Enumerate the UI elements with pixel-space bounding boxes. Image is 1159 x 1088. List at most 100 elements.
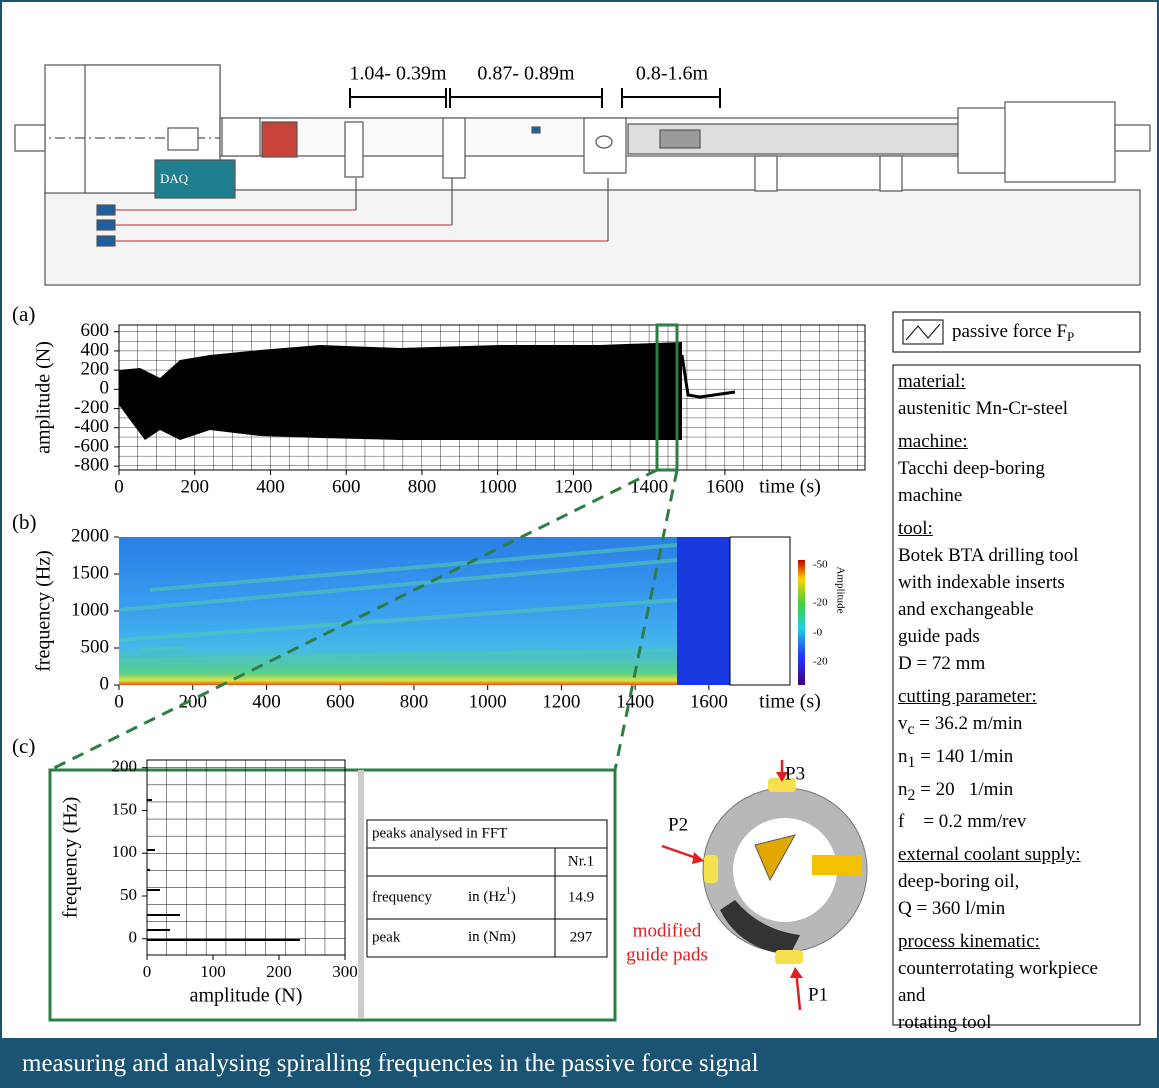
x-tick-label: 300 xyxy=(332,962,358,981)
x-axis-label: time (s) xyxy=(759,691,821,713)
y-tick-label: 2000 xyxy=(71,525,109,546)
x-tick-label: 1200 xyxy=(554,476,592,497)
x-tick-label: 200 xyxy=(266,962,292,981)
y-tick-label: -600 xyxy=(74,435,109,456)
y-tick-label: 600 xyxy=(81,320,110,341)
spectrogram xyxy=(119,537,677,685)
y-tick-label: 50 xyxy=(120,885,137,904)
x-tick-label: 800 xyxy=(408,476,437,497)
y-tick-label: -800 xyxy=(74,455,109,476)
pad-label: P2 xyxy=(668,814,688,835)
info-line: vc = 36.2 m/min xyxy=(898,710,1138,743)
tool-annotation: modified xyxy=(633,920,702,941)
x-tick-label: 1400 xyxy=(616,691,654,712)
panel-label: (c) xyxy=(12,734,35,758)
x-tick-label: 100 xyxy=(200,962,226,981)
x-axis-label: amplitude (N) xyxy=(190,985,303,1007)
info-line: guide pads xyxy=(898,623,1138,650)
symbol: n xyxy=(898,746,908,767)
table-header: Nr.1 xyxy=(568,853,594,869)
y-axis-label: amplitude (N) xyxy=(33,341,55,454)
info-heading: process kinematic: xyxy=(898,928,1138,955)
y-tick-label: -200 xyxy=(74,397,109,418)
info-line: f = 0.2 mm/rev xyxy=(898,808,1138,835)
y-tick-label: 200 xyxy=(81,358,110,379)
info-line: machine xyxy=(898,482,1138,509)
tool-annotation: guide pads xyxy=(626,944,708,965)
info-heading: material: xyxy=(898,368,1138,395)
symbol: v xyxy=(898,713,908,734)
pad-label: P1 xyxy=(808,984,828,1005)
x-tick-label: 0 xyxy=(114,691,124,712)
row-value: 14.9 xyxy=(568,889,594,905)
table-title: peaks analysed in FFT xyxy=(372,825,507,841)
value: = 20 1/min xyxy=(915,779,1013,800)
info-line: n1 = 140 1/min xyxy=(898,743,1138,776)
dimension-label: 1.04- 0.39m xyxy=(349,63,447,85)
info-line: Tacchi deep-boring xyxy=(898,455,1138,482)
info-list: material:austenitic Mn-Cr-steel machine:T… xyxy=(898,368,1138,1036)
row-label: peak xyxy=(372,929,401,945)
info-heading: external coolant supply: xyxy=(898,841,1138,868)
value: = 36.2 m/min xyxy=(915,713,1023,734)
x-tick-label: 600 xyxy=(332,476,361,497)
info-heading: machine: xyxy=(898,428,1138,455)
tool-illustration xyxy=(662,760,867,1010)
fine-grid xyxy=(147,760,345,955)
y-tick-label: 100 xyxy=(112,842,138,861)
row-label: frequency xyxy=(372,889,432,905)
info-line: n2 = 20 1/min xyxy=(898,776,1138,809)
x-tick-label: 1200 xyxy=(542,691,580,712)
x-tick-label: 800 xyxy=(400,691,429,712)
y-tick-label: 1500 xyxy=(71,562,109,583)
x-tick-label: 0 xyxy=(114,476,124,497)
y-tick-label: 500 xyxy=(81,636,110,657)
info-line: Q = 360 l/min xyxy=(898,895,1138,922)
x-tick-label: 1000 xyxy=(469,691,507,712)
y-tick-label: 200 xyxy=(112,757,138,776)
info-line: D = 72 mm xyxy=(898,650,1138,677)
legend-text: passive force F xyxy=(952,321,1067,342)
legend-label: passive force FP xyxy=(952,321,1074,344)
info-line: and xyxy=(898,982,1138,1009)
unit: in (Nm) xyxy=(468,929,516,945)
info-heading: tool: xyxy=(898,515,1138,542)
info-line: and exchangeable xyxy=(898,596,1138,623)
y-axis-label: frequency (Hz) xyxy=(33,550,55,672)
colorbar-label: -20 xyxy=(813,656,828,668)
separator xyxy=(358,770,364,1018)
caption-banner: measuring and analysing spiralling frequ… xyxy=(0,1040,1159,1088)
y-tick-label: 0 xyxy=(100,673,110,694)
y-tick-label: 1000 xyxy=(71,599,109,620)
colorbar xyxy=(798,560,805,685)
figure-page: DAQ 1.04- 0.39m 0.87- 0.89m 0.8-1.6m (a)… xyxy=(0,0,1159,1088)
info-line: austenitic Mn-Cr-steel xyxy=(898,395,1138,422)
x-tick-label: 600 xyxy=(326,691,355,712)
dimension-label: 0.8-1.6m xyxy=(636,63,709,85)
symbol: n xyxy=(898,779,908,800)
info-line: Botek BTA drilling tool xyxy=(898,542,1138,569)
spectrogram-tail xyxy=(677,537,730,685)
colorbar-label: -20 xyxy=(813,597,828,609)
y-tick-label: 0 xyxy=(129,928,138,947)
x-axis-label: time (s) xyxy=(759,476,821,498)
spectrogram-empty xyxy=(730,537,790,685)
x-tick-label: 1000 xyxy=(479,476,517,497)
panel-label: (b) xyxy=(12,510,37,534)
colorbar-label: -0 xyxy=(813,627,823,639)
unit: in (Hz xyxy=(468,889,506,905)
dimension-arrows xyxy=(350,88,720,108)
x-tick-label: 1600 xyxy=(706,476,744,497)
daq-label: DAQ xyxy=(160,171,189,186)
x-tick-label: 400 xyxy=(252,691,281,712)
legend-subscript: P xyxy=(1067,329,1074,344)
info-heading: cutting parameter: xyxy=(898,683,1138,710)
y-tick-label: 0 xyxy=(100,378,110,399)
row-value: 297 xyxy=(570,929,593,945)
x-tick-label: 200 xyxy=(180,476,209,497)
panel-label: (a) xyxy=(12,302,35,326)
colorbar-label: -50 xyxy=(813,559,828,571)
x-tick-label: 1600 xyxy=(690,691,728,712)
unit-close: ) xyxy=(511,889,516,905)
y-axis-label: frequency (Hz) xyxy=(60,797,82,919)
